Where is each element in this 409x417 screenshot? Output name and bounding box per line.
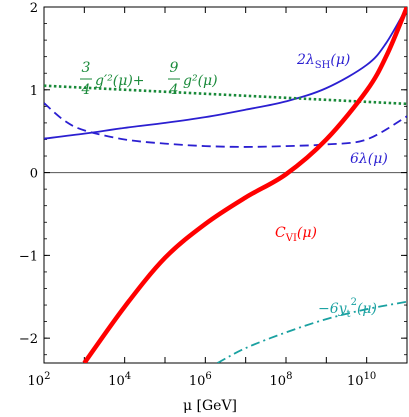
gauge-label-n2: 9 — [170, 60, 179, 76]
series-line-c-vi — [82, 7, 407, 363]
x-tick-label: 104 — [108, 371, 131, 389]
gauge-label-d1: 4 — [81, 82, 91, 98]
series-layer — [44, 7, 407, 363]
x-tick-label: 102 — [28, 371, 51, 389]
gauge-label: 3 4 g′²(μ)+ 9 4 g²(μ) — [80, 60, 218, 98]
x-tick-label: 106 — [189, 371, 212, 389]
gauge-label-t2: g²(μ) — [183, 73, 218, 89]
y-tick-label: −1 — [19, 249, 38, 264]
x-axis-title: μ [GeV] — [183, 398, 237, 414]
gauge-label-d2: 4 — [169, 82, 179, 98]
c-vi-label: CVI(μ) — [275, 225, 317, 244]
series-line-yt — [217, 300, 407, 363]
y-tick-label: 0 — [30, 167, 38, 182]
gauge-label-n1: 3 — [82, 60, 91, 76]
gauge-label-t1: g′²(μ)+ — [95, 73, 145, 89]
axis-ticks — [43, 6, 408, 363]
c-vi-label-pre: C — [275, 225, 286, 241]
yt-label-sub: t — [347, 309, 351, 320]
lambda-label: 6λ(μ) — [350, 151, 388, 167]
c-vi-label-post: (μ) — [297, 225, 317, 241]
lambda-sh-label-sub: SH — [315, 60, 331, 71]
y-tick-label: −2 — [19, 332, 38, 347]
x-tick-label: 108 — [270, 371, 293, 389]
y-tick-label: 2 — [30, 1, 38, 16]
tick-labels: 102 104 106 108 1010 −2 −1 0 1 2 — [19, 1, 376, 389]
series-line-lambda — [44, 102, 407, 148]
yt-label-sup: 2 — [351, 297, 357, 308]
yt-label-post: (μ) — [357, 301, 377, 317]
series-line-gauge — [44, 84, 407, 106]
yt-label-text: −6y — [318, 301, 348, 317]
y-tick-label: 1 — [30, 84, 38, 99]
c-vi-label-sub: VI — [285, 233, 297, 244]
x-tick-label: 1010 — [347, 371, 376, 389]
yt-label: −6yt2(μ) — [318, 297, 377, 320]
lambda-sh-label-post: (μ) — [330, 52, 350, 68]
lambda-sh-label: 2λSH(μ) — [296, 52, 350, 71]
lambda-sh-label-pre: 2λ — [296, 52, 315, 68]
series-line-lambda-sh — [44, 7, 407, 140]
plot-frame — [43, 6, 408, 364]
